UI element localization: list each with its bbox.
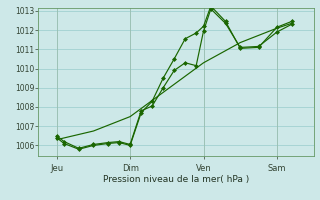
X-axis label: Pression niveau de la mer( hPa ): Pression niveau de la mer( hPa ) bbox=[103, 175, 249, 184]
